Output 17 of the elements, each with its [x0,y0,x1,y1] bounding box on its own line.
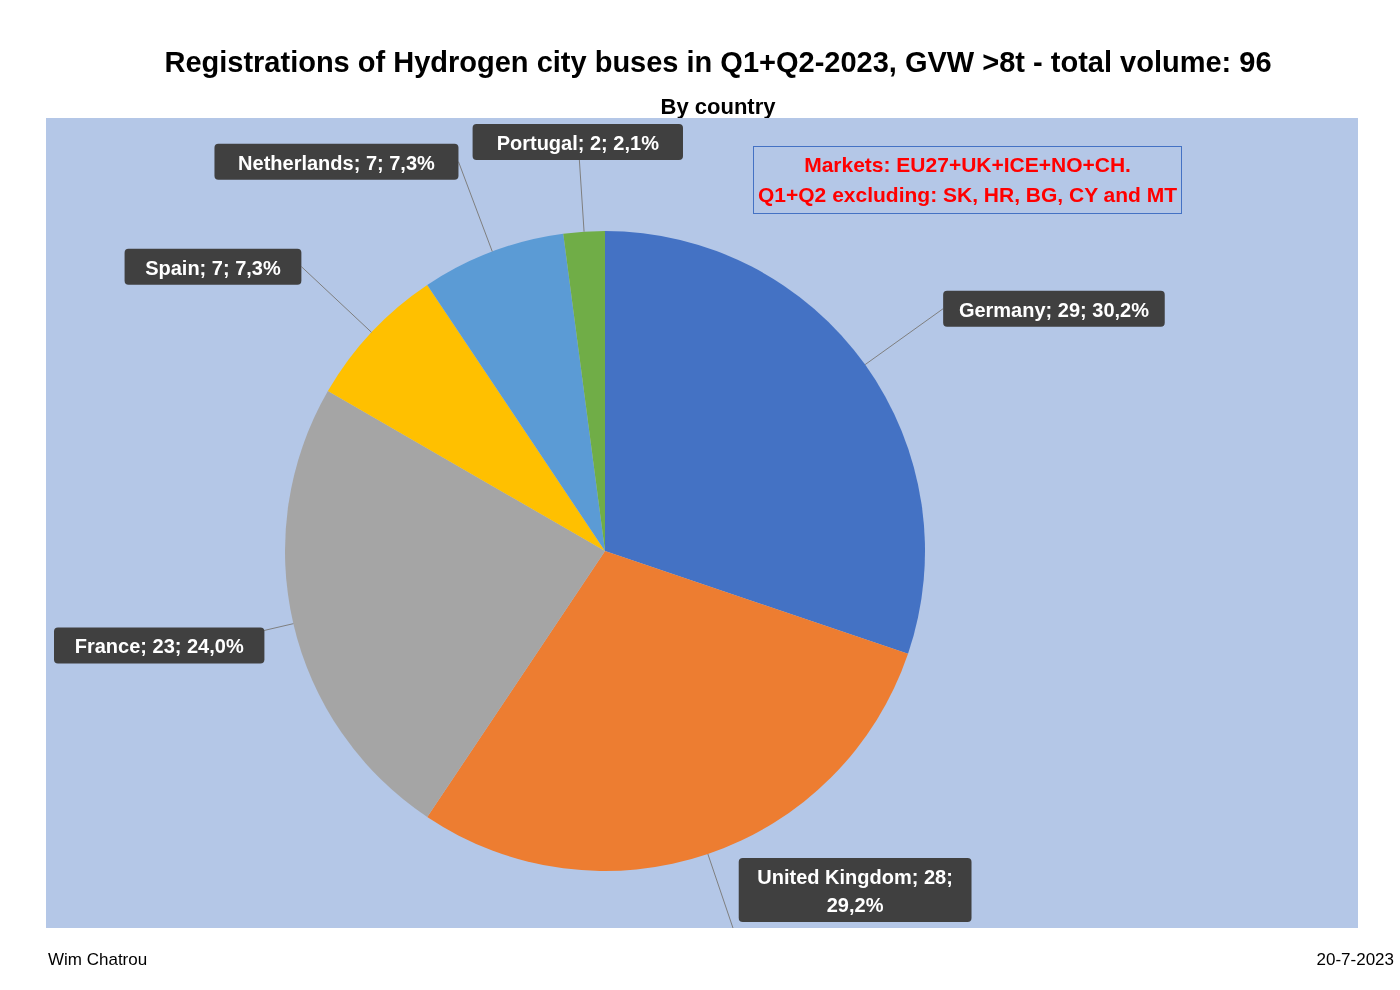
slice-label: United Kingdom; 28; 29,2% [757,866,953,916]
slice-label: Germany; 29; 30,2% [958,298,1150,321]
pie-slice [285,391,605,818]
text: Q1+Q2 excluding: SK, HR, BG, CY and MT [758,182,1178,208]
slice-label: Portugal; 2; 2,1% [496,132,660,154]
chart-subtitle: By country [659,94,777,120]
pie-slice [605,231,925,654]
pie-slice [427,551,909,871]
text: 20-7-2023 [1316,950,1394,970]
chart-title: Registrations of Hydrogen city buses in Q1+Q2-2023, GVW >8t - total volume: 96 [163,46,1273,79]
pie-slice [427,233,605,551]
text: Markets: EU27+UK+ICE+NO+CH. [803,152,1132,178]
pie-slice [327,284,605,551]
text: Wim Chatrou [48,950,148,970]
slice-label: Netherlands; 7; 7,3% [238,151,436,174]
slice-label: Spain; 7; 7,3% [145,256,281,279]
slice-label: France; 23; 24,0% [74,635,244,658]
